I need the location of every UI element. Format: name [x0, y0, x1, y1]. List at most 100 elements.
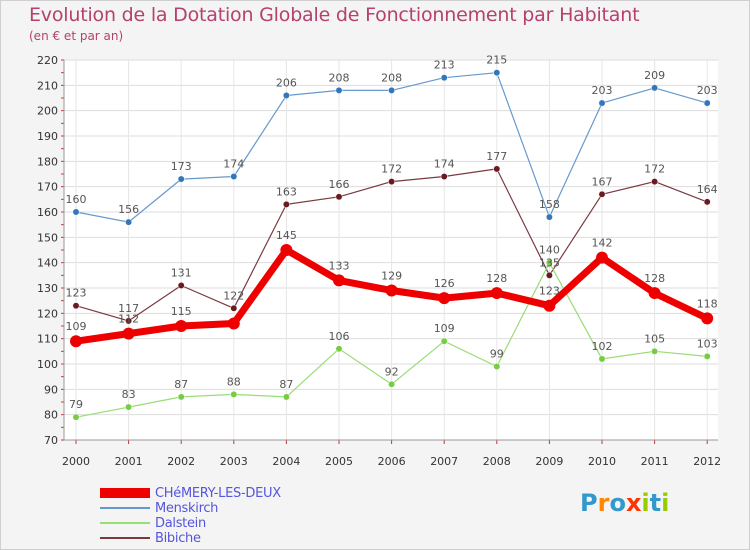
x-tick-label: 2010: [588, 455, 616, 468]
data-label: 145: [276, 229, 297, 242]
data-point: [72, 413, 80, 421]
data-label: 209: [644, 69, 665, 82]
y-tick-label: 130: [37, 282, 58, 295]
chart-subtitle: (en € et par an): [29, 29, 124, 43]
data-point: [545, 213, 553, 221]
plot-area: [64, 60, 718, 440]
legend-swatch: [100, 488, 150, 498]
data-point: [125, 317, 133, 325]
data-point: [440, 74, 448, 82]
data-label: 105: [644, 332, 665, 345]
y-tick-label: 110: [37, 333, 58, 346]
data-point: [70, 335, 82, 348]
data-point: [703, 352, 711, 360]
data-label: 158: [539, 198, 560, 211]
data-label: 133: [329, 259, 350, 272]
data-label: 163: [276, 185, 297, 198]
data-point: [335, 193, 343, 201]
data-point: [648, 287, 661, 300]
data-label: 103: [697, 337, 718, 350]
x-tick-label: 2000: [62, 455, 90, 468]
y-tick-label: 90: [44, 383, 58, 396]
data-point: [651, 178, 659, 186]
data-label: 203: [592, 84, 613, 97]
data-label: 208: [381, 71, 402, 84]
legend-swatch: [100, 522, 150, 524]
data-label: 131: [171, 266, 192, 279]
data-label: 172: [381, 163, 402, 176]
data-label: 135: [539, 256, 560, 269]
data-label: 142: [592, 237, 613, 250]
data-label: 83: [122, 388, 136, 401]
logo-letter: P: [580, 489, 598, 517]
y-tick-label: 180: [37, 155, 58, 168]
data-label: 129: [381, 270, 402, 283]
data-point: [545, 259, 553, 267]
data-point: [175, 320, 188, 332]
data-point: [598, 99, 606, 107]
data-label: 174: [223, 158, 244, 171]
data-label: 128: [486, 272, 507, 285]
data-point: [598, 355, 606, 363]
y-tick-label: 210: [37, 79, 58, 92]
logo-letter: x: [625, 489, 642, 517]
data-label: 140: [539, 244, 560, 257]
data-point: [333, 274, 345, 287]
data-label: 122: [223, 289, 244, 302]
y-tick-label: 220: [37, 54, 58, 67]
proxiti-logo: Proxiti: [580, 489, 669, 517]
x-tick-label: 2003: [220, 455, 248, 468]
data-point: [122, 327, 135, 340]
data-point: [230, 173, 238, 180]
y-tick-label: 80: [44, 409, 58, 422]
data-label: 99: [490, 348, 504, 361]
data-point: [438, 292, 451, 305]
data-point: [227, 317, 240, 330]
x-tick-label: 2012: [693, 455, 721, 468]
data-label: 172: [644, 163, 665, 176]
y-tick-label: 140: [37, 257, 58, 270]
data-label: 87: [279, 378, 293, 391]
y-tick-label: 160: [37, 206, 58, 219]
x-tick-label: 2002: [167, 455, 195, 468]
data-point: [72, 302, 80, 310]
data-label: 123: [539, 285, 560, 298]
data-label: 167: [592, 175, 613, 188]
y-tick-label: 200: [37, 105, 58, 118]
y-tick-label: 150: [37, 231, 58, 244]
data-label: 118: [697, 297, 718, 310]
data-label: 112: [118, 313, 139, 326]
data-label: 208: [329, 71, 350, 84]
data-point: [543, 299, 556, 312]
logo-letter: o: [609, 489, 626, 517]
data-point: [335, 86, 343, 94]
data-point: [230, 304, 238, 312]
legend-label: Dalstein: [155, 516, 206, 531]
x-tick-label: 2007: [430, 455, 458, 468]
data-label: 203: [697, 84, 718, 97]
data-point: [493, 165, 501, 173]
logo-letter: i: [661, 489, 670, 517]
data-point: [490, 287, 503, 300]
legend-label: Bibiche: [155, 531, 201, 546]
data-label: 164: [697, 183, 718, 196]
data-label: 109: [66, 320, 87, 333]
legend-label: CHéMERY-LES-DEUX: [155, 486, 281, 501]
data-label: 79: [69, 398, 83, 411]
logo-letter: t: [649, 489, 662, 517]
logo-letter: r: [597, 489, 610, 517]
data-point: [388, 380, 396, 388]
data-label: 126: [434, 277, 455, 290]
data-label: 173: [171, 160, 192, 173]
data-point: [282, 200, 290, 208]
data-point: [72, 208, 80, 216]
data-point: [440, 173, 448, 180]
data-point: [651, 347, 659, 355]
data-label: 109: [434, 322, 455, 335]
y-tick-label: 170: [37, 181, 58, 194]
y-tick-label: 100: [37, 358, 58, 371]
data-label: 92: [385, 365, 399, 378]
y-tick-label: 120: [37, 307, 58, 320]
x-tick-label: 2004: [272, 455, 300, 468]
